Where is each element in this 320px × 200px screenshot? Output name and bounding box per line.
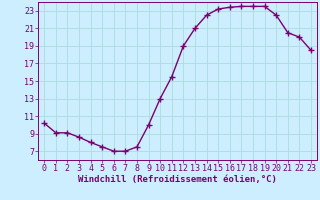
X-axis label: Windchill (Refroidissement éolien,°C): Windchill (Refroidissement éolien,°C)	[78, 175, 277, 184]
